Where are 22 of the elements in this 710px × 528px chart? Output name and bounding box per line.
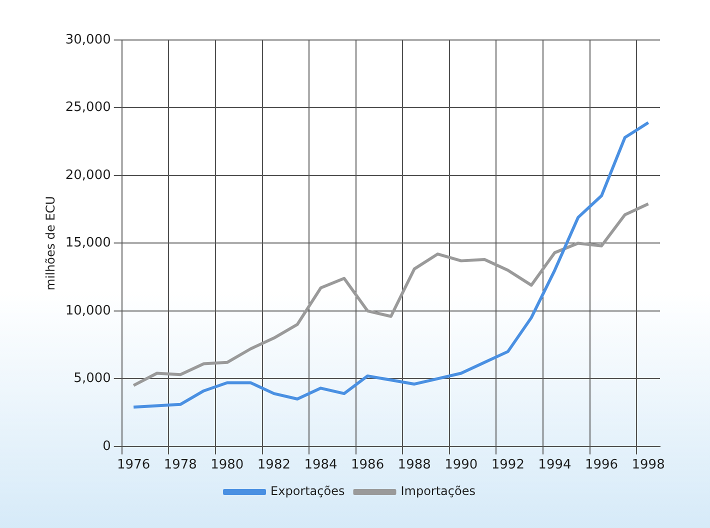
x-tick-label: 1984 — [304, 458, 338, 473]
y-tick-label: 15,000 — [65, 236, 111, 251]
y-tick-label: 25,000 — [65, 100, 111, 116]
x-tick-label: 1996 — [584, 458, 618, 473]
x-tick-label: 1986 — [351, 458, 384, 473]
y-tick-label: 0 — [102, 438, 111, 454]
x-tick-label: 1994 — [538, 458, 572, 473]
y-tick-label: 5,000 — [74, 371, 111, 386]
x-tick-label: 1998 — [632, 458, 665, 473]
x-tick-label: 1990 — [444, 458, 478, 473]
x-tick-label: 1976 — [117, 458, 150, 473]
x-tick-label: 1978 — [164, 458, 197, 473]
y-axis-title: milhões de ECU — [43, 196, 58, 290]
legend-label: Importações — [400, 484, 476, 498]
y-tick-label: 30,000 — [65, 32, 111, 48]
x-tick-label: 1980 — [210, 458, 244, 473]
x-tick-label: 1988 — [398, 458, 431, 473]
y-tick-label: 20,000 — [65, 168, 111, 183]
x-tick-label: 1992 — [491, 458, 524, 473]
x-tick-label: 1982 — [257, 458, 291, 473]
y-tick-label: 10,000 — [65, 303, 111, 318]
legend-label: Exportações — [270, 484, 345, 498]
